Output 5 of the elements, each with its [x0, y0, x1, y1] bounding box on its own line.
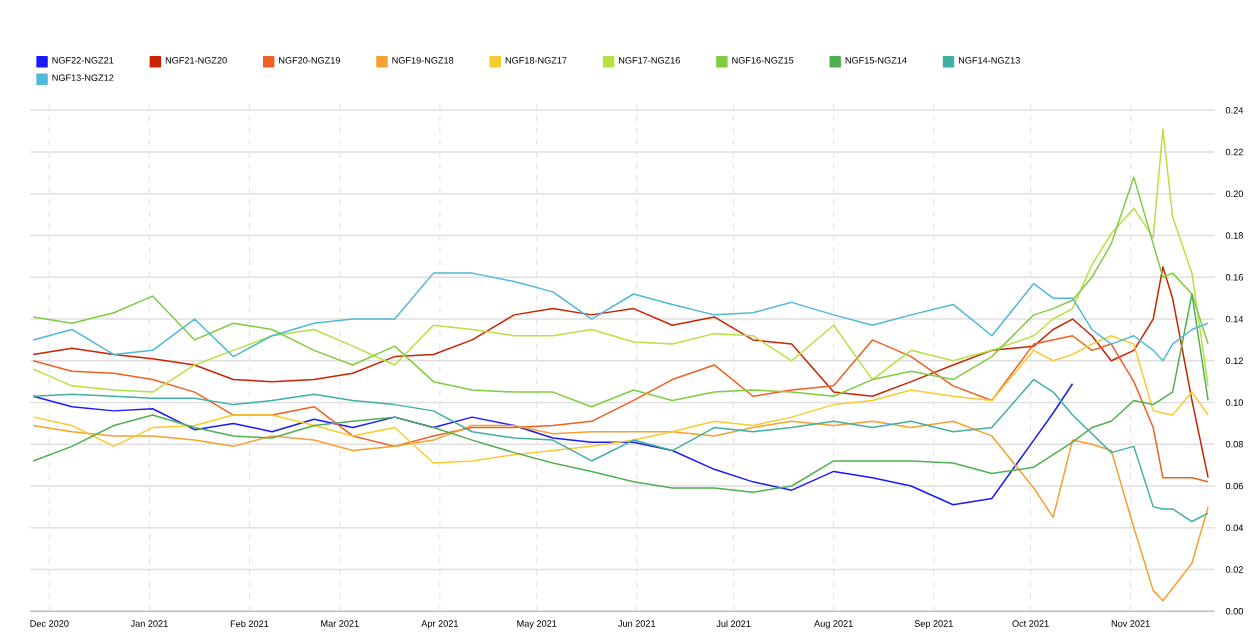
line-series	[32, 266, 1209, 479]
line-series	[32, 383, 1074, 506]
line-series	[32, 272, 1209, 362]
line-series	[32, 379, 1209, 523]
line-series	[32, 128, 1209, 394]
